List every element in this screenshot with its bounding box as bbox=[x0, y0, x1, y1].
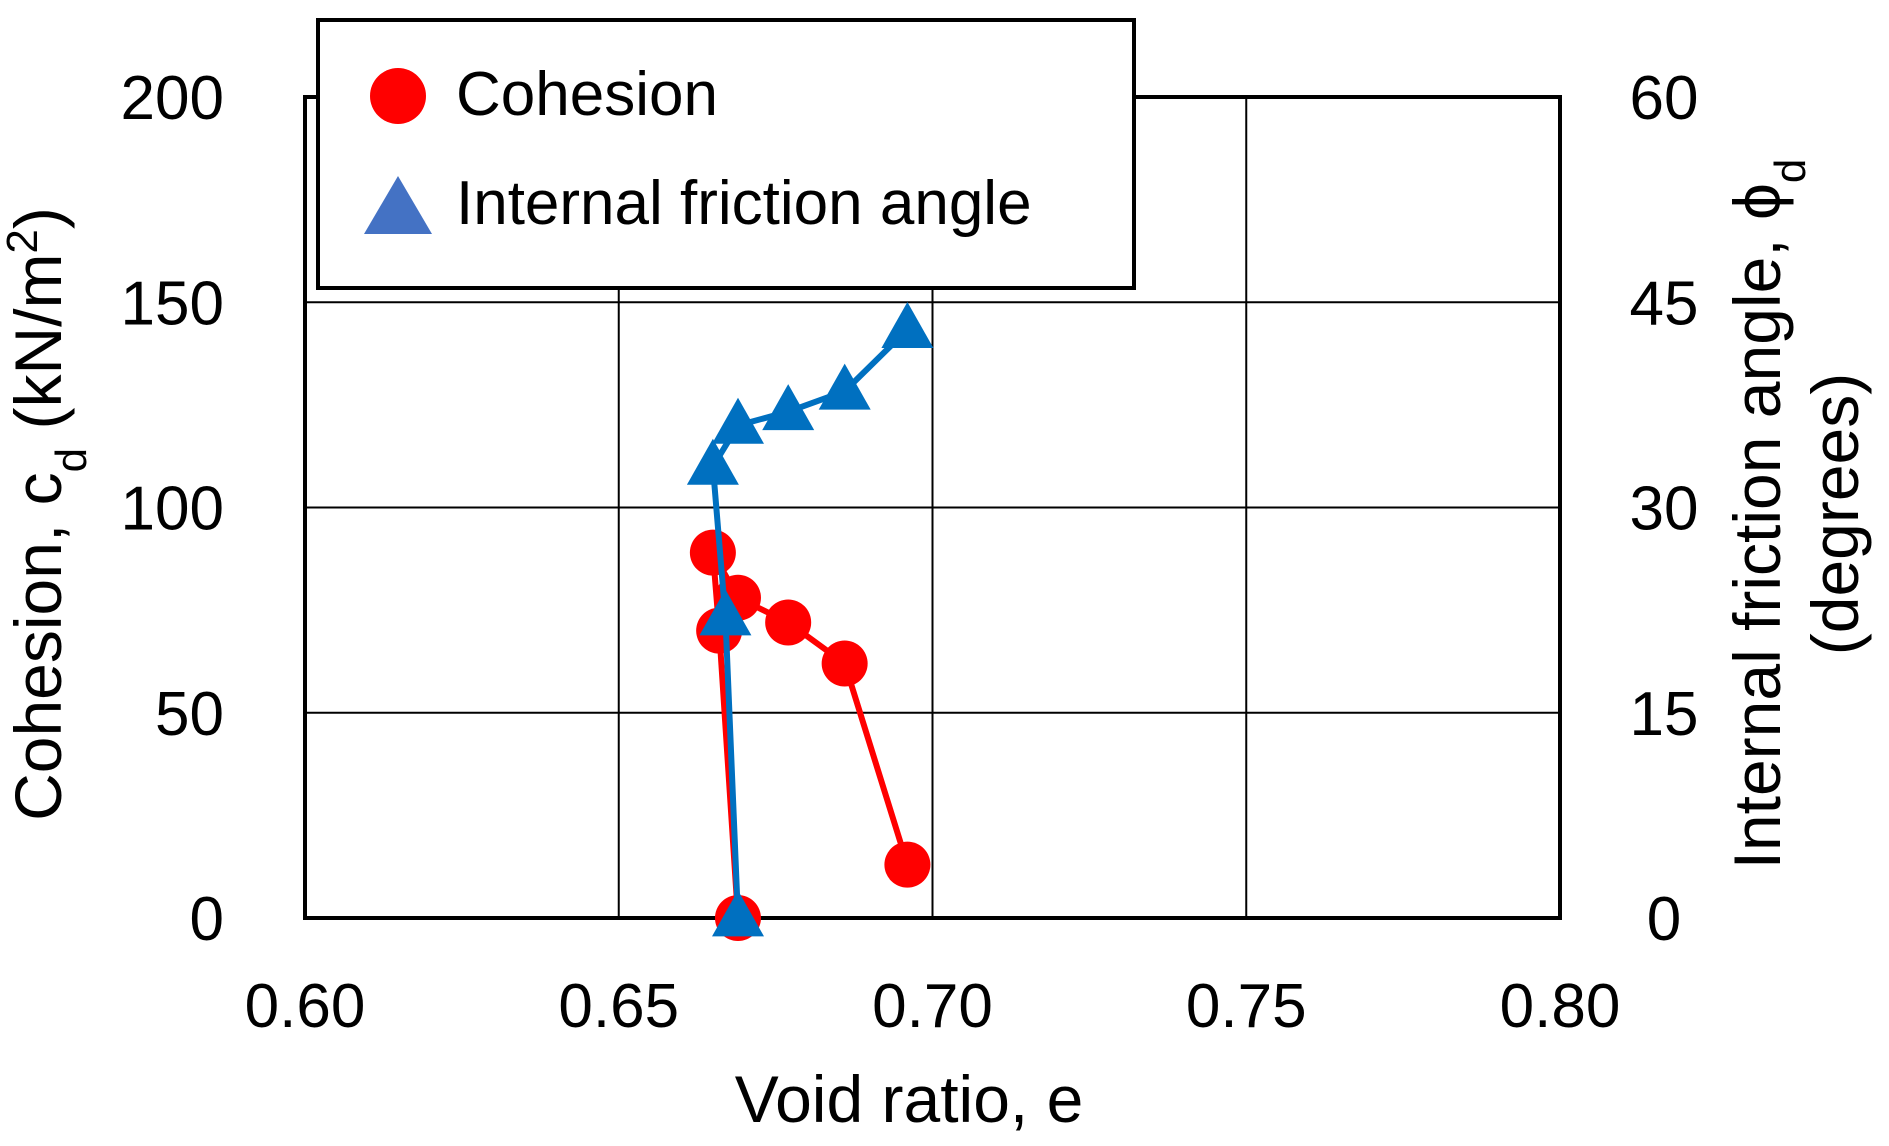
y-right-tick-label: 30 bbox=[1630, 475, 1699, 544]
cohesion-point bbox=[821, 640, 868, 687]
tick-labels: 0.60 0.65 0.70 0.75 0.80 0 50 100 150 200 0 15 30 45 6… bbox=[121, 64, 1699, 1041]
internal-friction-angle-point bbox=[686, 438, 739, 485]
internal-friction-angle-point bbox=[712, 397, 764, 444]
y-right-tick-label: 15 bbox=[1630, 680, 1699, 749]
x-tick-label: 0.70 bbox=[872, 972, 993, 1041]
internal-friction-angle-point bbox=[818, 363, 871, 410]
y-right-axis-title-line1: Internal friction angle, ϕd bbox=[1720, 159, 1815, 870]
internal-friction-angle-point bbox=[881, 302, 934, 348]
y-left-tick-label: 50 bbox=[155, 680, 224, 749]
cohesion-point bbox=[884, 841, 931, 888]
cohesion-point bbox=[765, 599, 812, 646]
y-left-tick-label: 200 bbox=[121, 64, 224, 133]
y-right-axis-title-line2: (degrees) bbox=[1798, 373, 1872, 655]
y-left-tick-label: 150 bbox=[121, 269, 224, 338]
legend: Cohesion Internal friction angle bbox=[316, 18, 1136, 290]
x-tick-label: 0.75 bbox=[1186, 972, 1307, 1041]
internal-friction-angle-point bbox=[762, 384, 815, 431]
legend-marker-internal-friction-angle bbox=[364, 176, 432, 234]
internal-friction-angle-point bbox=[699, 589, 752, 636]
legend-label-cohesion: Cohesion bbox=[456, 60, 718, 129]
y-right-tick-label: 0 bbox=[1647, 885, 1681, 954]
y-left-tick-label: 0 bbox=[190, 885, 224, 954]
legend-box bbox=[316, 18, 1136, 290]
y-right-tick-label: 60 bbox=[1630, 64, 1699, 133]
series-layer bbox=[686, 302, 934, 941]
y-right-tick-label: 45 bbox=[1630, 269, 1699, 338]
legend-marker-cohesion bbox=[370, 68, 426, 124]
legend-label-internal-friction-angle: Internal friction angle bbox=[456, 169, 1032, 238]
x-tick-label: 0.65 bbox=[558, 972, 679, 1041]
y-left-axis-title: Cohesion, cd (kN/m2) bbox=[0, 207, 96, 821]
internal-friction-angle-point bbox=[712, 890, 764, 937]
x-axis-title: Void ratio, e bbox=[735, 1062, 1084, 1136]
x-tick-label: 0.80 bbox=[1500, 972, 1621, 1041]
cohesion-point bbox=[689, 529, 736, 576]
x-tick-label: 0.60 bbox=[245, 972, 366, 1041]
y-left-tick-label: 100 bbox=[121, 475, 224, 544]
